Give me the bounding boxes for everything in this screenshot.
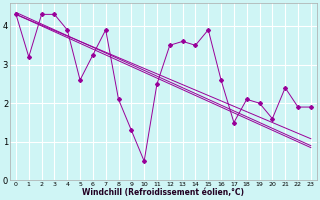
X-axis label: Windchill (Refroidissement éolien,°C): Windchill (Refroidissement éolien,°C) (82, 188, 244, 197)
